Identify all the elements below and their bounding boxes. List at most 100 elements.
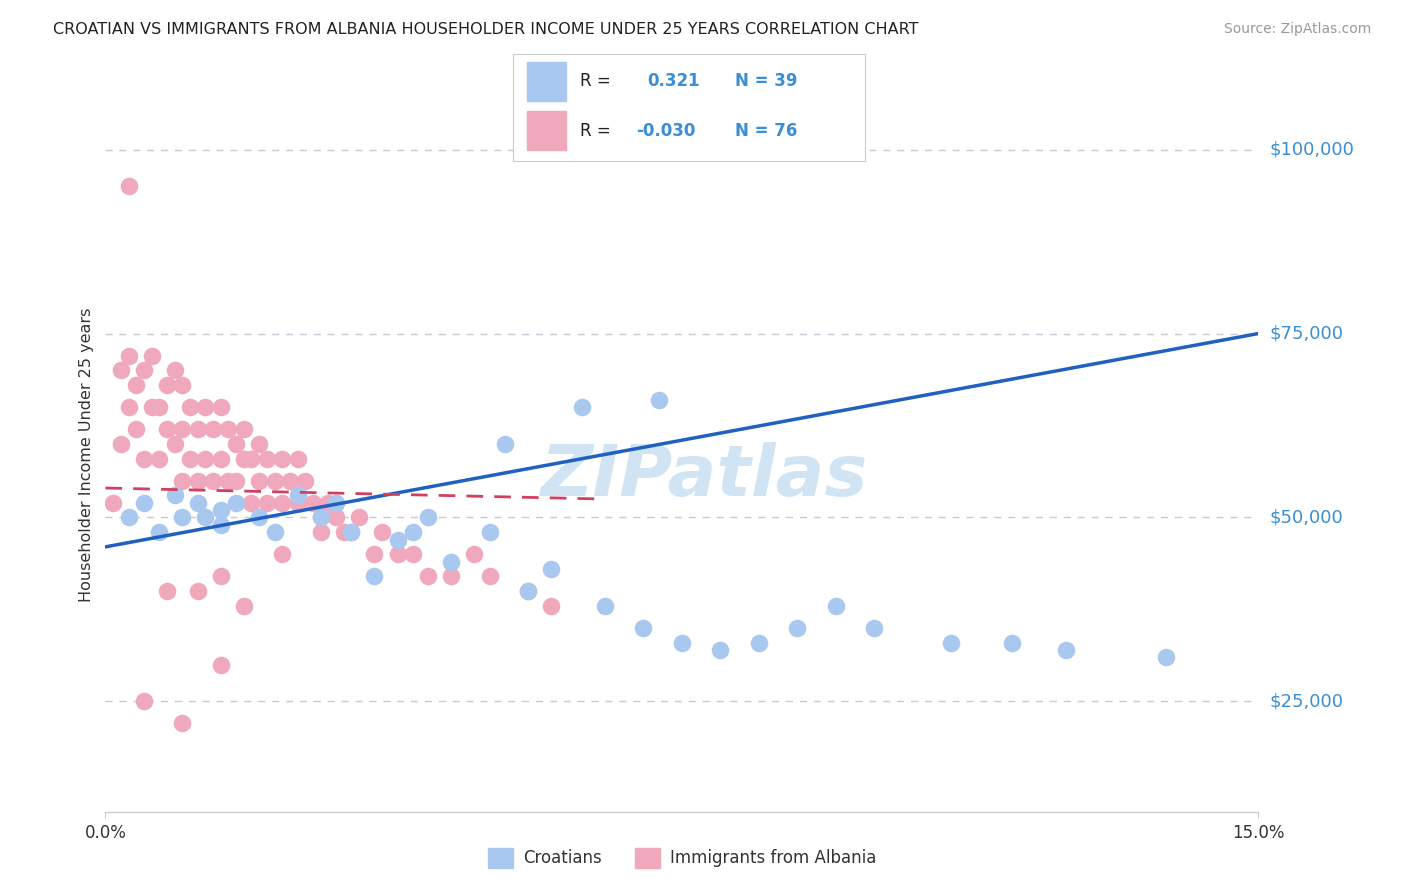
Point	[202, 422, 225, 436]
Point	[179, 451, 201, 466]
Point	[478, 525, 501, 540]
Point	[263, 474, 285, 488]
Point	[141, 400, 163, 414]
Point	[402, 525, 425, 540]
Point	[671, 635, 693, 649]
Point	[340, 525, 363, 540]
Point	[172, 474, 194, 488]
Point	[939, 635, 962, 649]
Point	[110, 437, 132, 451]
Y-axis label: Householder Income Under 25 years: Householder Income Under 25 years	[79, 308, 94, 602]
Point	[440, 555, 463, 569]
Point	[271, 547, 294, 561]
Point	[340, 525, 363, 540]
Point	[125, 378, 148, 392]
Point	[247, 437, 270, 451]
Point	[156, 378, 179, 392]
Point	[172, 716, 194, 731]
Text: -0.030: -0.030	[636, 121, 696, 139]
Text: $100,000: $100,000	[1270, 141, 1354, 159]
Point	[302, 496, 325, 510]
Point	[287, 451, 309, 466]
Point	[287, 488, 309, 502]
Point	[148, 451, 170, 466]
Point	[540, 599, 562, 613]
Point	[117, 400, 139, 414]
Point	[110, 363, 132, 377]
Point	[187, 422, 209, 436]
Point	[179, 400, 201, 414]
Point	[247, 474, 270, 488]
Point	[256, 451, 278, 466]
Point	[325, 496, 347, 510]
Point	[1001, 635, 1024, 649]
Point	[263, 525, 285, 540]
Point	[478, 569, 501, 583]
Point	[593, 599, 616, 613]
Point	[309, 510, 332, 524]
Point	[287, 496, 309, 510]
Point	[318, 496, 340, 510]
Point	[125, 422, 148, 436]
Point	[332, 525, 354, 540]
Point	[225, 437, 247, 451]
Bar	[527, 62, 565, 101]
Text: N = 76: N = 76	[734, 121, 797, 139]
Point	[117, 349, 139, 363]
Point	[240, 496, 263, 510]
Point	[132, 496, 155, 510]
Point	[132, 363, 155, 377]
Point	[309, 510, 332, 524]
Point	[309, 525, 332, 540]
Point	[209, 569, 232, 583]
Point	[163, 363, 186, 377]
Point	[209, 657, 232, 672]
Point	[256, 496, 278, 510]
Point	[240, 451, 263, 466]
Point	[440, 569, 463, 583]
Text: $25,000: $25,000	[1270, 692, 1344, 710]
Point	[217, 422, 239, 436]
Point	[1054, 643, 1077, 657]
Text: CROATIAN VS IMMIGRANTS FROM ALBANIA HOUSEHOLDER INCOME UNDER 25 YEARS CORRELATIO: CROATIAN VS IMMIGRANTS FROM ALBANIA HOUS…	[53, 22, 920, 37]
Point	[463, 547, 485, 561]
Point	[363, 569, 385, 583]
Point	[786, 621, 808, 635]
Bar	[527, 112, 565, 150]
Point	[347, 510, 370, 524]
Point	[1154, 650, 1177, 665]
Point	[101, 496, 124, 510]
Point	[232, 599, 254, 613]
Point	[117, 179, 139, 194]
Point	[172, 510, 194, 524]
Point	[232, 451, 254, 466]
Point	[187, 474, 209, 488]
Point	[402, 547, 425, 561]
Point	[824, 599, 846, 613]
Text: $50,000: $50,000	[1270, 508, 1343, 526]
Point	[709, 643, 731, 657]
Text: $75,000: $75,000	[1270, 325, 1344, 343]
Point	[494, 437, 516, 451]
Point	[863, 621, 886, 635]
Point	[194, 451, 217, 466]
Point	[418, 510, 440, 524]
Point	[225, 474, 247, 488]
Point	[225, 496, 247, 510]
Point	[271, 496, 294, 510]
Text: Source: ZipAtlas.com: Source: ZipAtlas.com	[1223, 22, 1371, 37]
Text: R =: R =	[579, 72, 610, 90]
Point	[156, 422, 179, 436]
Point	[209, 503, 232, 517]
Text: N = 39: N = 39	[734, 72, 797, 90]
Point	[371, 525, 394, 540]
Point	[418, 569, 440, 583]
Point	[517, 584, 540, 599]
Point	[387, 547, 409, 561]
Point	[148, 400, 170, 414]
Point	[209, 517, 232, 532]
Point	[517, 584, 540, 599]
Point	[172, 378, 194, 392]
Point	[172, 422, 194, 436]
Point	[132, 694, 155, 708]
